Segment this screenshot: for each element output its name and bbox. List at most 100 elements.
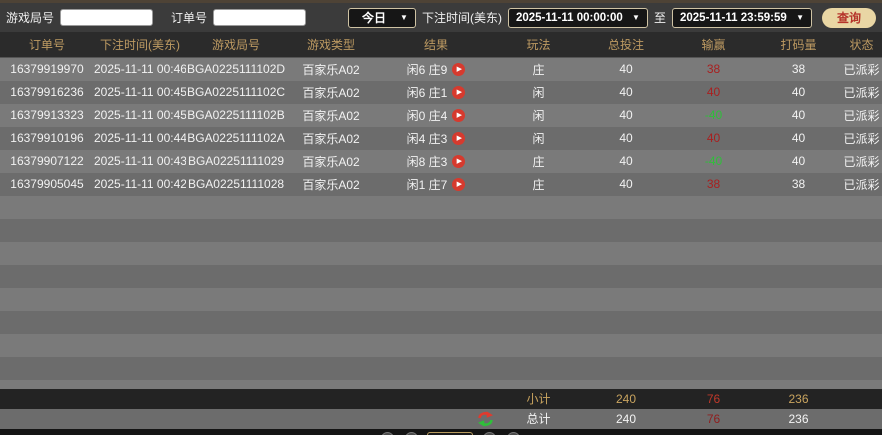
grand-total-row: 总计 240 76 236: [0, 408, 882, 429]
order-id-label: 订单号: [171, 11, 208, 25]
table-header-row: 订单号 下注时间(美东) 游戏局号 游戏类型 结果 玩法 总投注 输赢 打码量 …: [0, 32, 882, 58]
col-header-order-id: 订单号: [0, 32, 94, 58]
win-cell: 38: [706, 62, 721, 76]
end-time-picker[interactable]: 2025-11-11 23:59:59 ▼: [671, 7, 812, 28]
order-id-cell: 16379919970: [10, 62, 84, 76]
page-number-box[interactable]: [427, 431, 473, 435]
turnover-cell: 38: [791, 177, 806, 191]
last-page-button[interactable]: [507, 431, 520, 435]
game-type-cell: 百家乐A02: [302, 108, 360, 123]
round-id-cell: BGA0225111102D: [186, 62, 286, 76]
total-bet-cell: 40: [619, 154, 633, 168]
chevron-down-icon: ▼: [632, 12, 640, 22]
total-bet-cell: 40: [619, 177, 633, 191]
subtotal-row: 小计 240 76 236: [0, 388, 882, 409]
table-row: 16379919970 2025-11-11 00:46 BGA02251111…: [0, 57, 882, 81]
start-time-picker[interactable]: 2025-11-11 00:00:00 ▼: [507, 7, 648, 28]
table-row: 16379916236 2025-11-11 00:45 BGA02251111…: [0, 80, 882, 104]
play-cell: 闲: [532, 85, 545, 100]
table-row: 16379910196 2025-11-11 00:44 BGA02251111…: [0, 126, 882, 150]
order-id-input[interactable]: [213, 9, 307, 26]
first-page-button[interactable]: [381, 431, 394, 435]
play-cell: 庄: [532, 62, 545, 77]
filter-toolbar: 游戏局号 订单号 今日 ▼ 下注时间(美东) 2025-11-11 00:00:…: [0, 3, 882, 32]
to-label: 至: [653, 11, 666, 25]
play-icon[interactable]: ▶: [452, 85, 466, 99]
result-text: 闲0 庄4: [406, 108, 448, 123]
turnover-cell: 38: [791, 62, 806, 76]
grand-total-label: 总计: [526, 412, 551, 426]
bet-time-label: 下注时间(美东): [421, 11, 502, 25]
status-cell: 已派彩: [843, 85, 880, 100]
play-icon[interactable]: ▶: [452, 131, 466, 145]
result-text: 闲6 庄1: [406, 85, 448, 100]
order-id-cell: 16379905045: [10, 177, 84, 191]
subtotal-total-bet: 240: [615, 391, 637, 406]
prev-page-button[interactable]: [405, 431, 418, 435]
subtotal-label: 小计: [526, 392, 551, 406]
play-cell: 庄: [532, 177, 545, 192]
turnover-cell: 40: [791, 108, 806, 122]
game-round-label: 游戏局号: [6, 11, 55, 25]
bet-time-cell: 2025-11-11 00:43: [94, 154, 186, 168]
win-cell: 40: [706, 131, 721, 145]
game-type-cell: 百家乐A02: [302, 154, 360, 169]
game-type-cell: 百家乐A02: [302, 85, 360, 100]
result-text: 闲4 庄3: [406, 131, 448, 146]
turnover-cell: 40: [791, 131, 806, 145]
turnover-cell: 40: [791, 154, 806, 168]
bet-time-cell: 2025-11-11 00:44: [94, 131, 186, 145]
table-row: 16379905045 2025-11-11 00:42 BGA02251111…: [0, 172, 882, 196]
total-bet-cell: 40: [619, 62, 633, 76]
play-icon[interactable]: ▶: [452, 108, 466, 122]
round-id-cell: BGA0225111102B: [187, 108, 285, 122]
status-cell: 已派彩: [843, 62, 880, 77]
grand-total-turnover: 236: [788, 411, 809, 426]
result-text: 闲6 庄9: [406, 62, 448, 77]
result-text: 闲8 庄3: [406, 154, 448, 169]
order-id-cell: 16379913323: [10, 108, 84, 122]
play-icon[interactable]: ▶: [452, 62, 466, 76]
search-button[interactable]: 查询: [821, 7, 876, 28]
order-id-cell: 16379916236: [10, 85, 84, 99]
date-preset-select[interactable]: 今日 ▼: [347, 7, 416, 28]
table-row: 16379907122 2025-11-11 00:43 BGA02251111…: [0, 149, 882, 173]
round-id-cell: BGA02251111028: [187, 177, 285, 191]
subtotal-turnover: 236: [788, 391, 809, 406]
col-header-total-bet: 总投注: [581, 32, 671, 58]
order-id-cell: 16379910196: [10, 131, 84, 145]
play-cell: 闲: [532, 108, 545, 123]
subtotal-win: 76: [706, 391, 721, 406]
play-icon[interactable]: ▶: [452, 154, 466, 168]
col-header-turnover: 打码量: [756, 32, 841, 58]
col-header-status: 状态: [841, 32, 882, 58]
col-header-win: 输赢: [671, 32, 756, 58]
grand-total-total-bet: 240: [615, 411, 637, 426]
window-top-strip: [0, 0, 882, 3]
table-row: 16379913323 2025-11-11 00:45 BGA02251111…: [0, 103, 882, 127]
win-cell: 38: [706, 177, 721, 191]
next-page-button[interactable]: [483, 431, 496, 435]
date-preset-value: 今日: [362, 11, 387, 25]
order-id-cell: 16379907122: [10, 154, 84, 168]
status-cell: 已派彩: [843, 177, 880, 192]
round-id-cell: BGA02251111029: [187, 154, 285, 168]
swap-currency-icon[interactable]: [477, 410, 494, 427]
result-text: 闲1 庄7: [406, 177, 448, 192]
win-cell: -40: [704, 108, 723, 122]
game-round-input[interactable]: [60, 9, 154, 26]
turnover-cell: 40: [791, 85, 806, 99]
bet-time-cell: 2025-11-11 00:46: [94, 62, 186, 76]
game-type-cell: 百家乐A02: [302, 177, 360, 192]
bet-time-cell: 2025-11-11 00:42: [94, 177, 186, 191]
empty-rows-area: [0, 195, 882, 389]
play-icon[interactable]: ▶: [452, 177, 466, 191]
bet-time-cell: 2025-11-11 00:45: [94, 108, 186, 122]
bet-time-cell: 2025-11-11 00:45: [94, 85, 186, 99]
status-cell: 已派彩: [843, 154, 880, 169]
status-cell: 已派彩: [843, 131, 880, 146]
total-bet-cell: 40: [619, 131, 633, 145]
col-header-game-type: 游戏类型: [286, 32, 376, 58]
grand-total-win: 76: [706, 411, 721, 426]
